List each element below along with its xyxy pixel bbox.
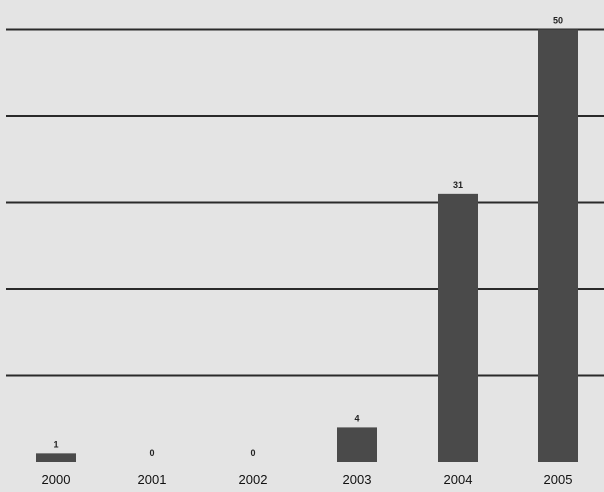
- data-labels: 1 0 0 4 31 50: [53, 15, 563, 458]
- gridlines: [6, 28, 604, 377]
- data-label-2000: 1: [53, 439, 58, 449]
- bar-2003: [337, 427, 377, 462]
- data-label-2001: 0: [149, 448, 154, 458]
- tick-label-2003: 2003: [343, 472, 372, 487]
- x-axis-tick-labels: 2000 2001 2002 2003 2004 2005: [42, 472, 573, 487]
- data-label-2005: 50: [553, 15, 563, 25]
- data-label-2002: 0: [250, 448, 255, 458]
- tick-label-2002: 2002: [239, 472, 268, 487]
- tick-label-2005: 2005: [544, 472, 573, 487]
- tick-label-2000: 2000: [42, 472, 71, 487]
- tick-label-2001: 2001: [138, 472, 167, 487]
- bar-2005: [538, 29, 578, 463]
- bars: [36, 29, 578, 463]
- bar-2000: [36, 453, 76, 462]
- tick-label-2004: 2004: [444, 472, 473, 487]
- data-label-2003: 4: [354, 413, 359, 423]
- data-label-2004: 31: [453, 180, 463, 190]
- bar-2004: [438, 193, 478, 462]
